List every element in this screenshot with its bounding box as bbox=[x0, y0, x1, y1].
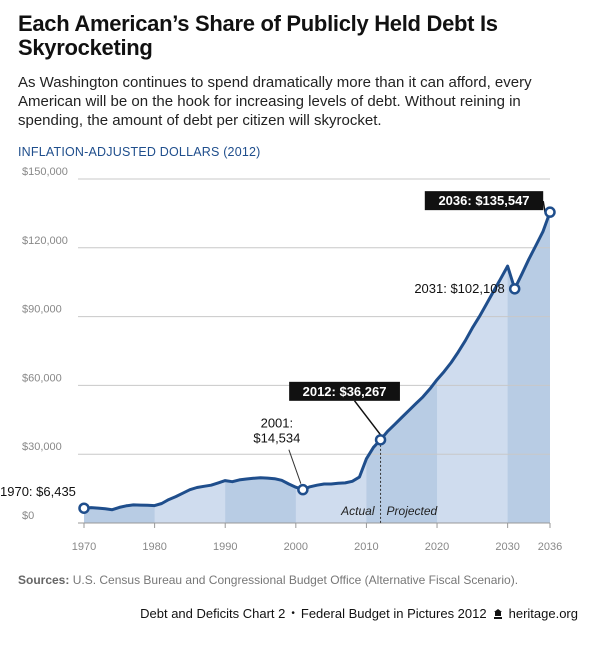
annotation-2031: 2031: $102,108 bbox=[414, 281, 521, 296]
annotation-leader bbox=[288, 449, 302, 484]
data-point-marker bbox=[297, 483, 309, 496]
annotation-label: 2012: $36,267 bbox=[303, 384, 387, 399]
y-axis-ticks: $0 $30,000 $60,000 $90,000 $120,000 $150,000 bbox=[22, 166, 68, 522]
y-tick-label: $120,000 bbox=[22, 235, 68, 247]
x-tick-label: 1990 bbox=[213, 541, 237, 553]
decade-band-1 bbox=[225, 212, 296, 523]
annotation-2012: 2012: $36,267 bbox=[289, 381, 400, 446]
debt-area-fill bbox=[84, 212, 550, 523]
decade-band-2 bbox=[366, 212, 438, 523]
annotation-label: 2036: $135,547 bbox=[438, 193, 529, 208]
x-tick-label: 2020 bbox=[425, 541, 449, 553]
x-tick-label: 2030 bbox=[495, 541, 519, 553]
footer: Debt and Deficits Chart 2 • Federal Budg… bbox=[140, 606, 578, 621]
x-tick-label: 1980 bbox=[142, 541, 166, 553]
x-tick-label: 2036 bbox=[538, 541, 562, 553]
y-tick-label: $90,000 bbox=[22, 304, 62, 316]
x-axis-ticks: 1970 1980 1990 2000 2010 2020 2030 2036 bbox=[72, 523, 562, 553]
y-tick-label: $0 bbox=[22, 510, 34, 522]
annotation-box bbox=[289, 381, 400, 401]
x-tick-label: 2010 bbox=[354, 541, 378, 553]
annotation-label: 2001: bbox=[261, 416, 294, 431]
annotation-1970: 1970: $6,435 bbox=[0, 484, 90, 514]
annotation-label-line2: $14,534 bbox=[253, 431, 300, 446]
chart-subtitle: As Washington continues to spend dramati… bbox=[18, 74, 532, 129]
data-point-marker bbox=[508, 283, 521, 295]
sources-label: Sources: bbox=[18, 573, 70, 587]
debt-series-line bbox=[83, 211, 552, 512]
decade-band-0 bbox=[84, 212, 155, 523]
chart-title: Each American’s Share of Publicly Held D… bbox=[18, 11, 498, 60]
data-point-marker bbox=[544, 206, 556, 218]
sources-text: U.S. Census Bureau and Congressional Bud… bbox=[72, 573, 519, 587]
annotation-2036: 2036: $135,547 bbox=[424, 191, 556, 218]
footer-publication: Federal Budget in Pictures 2012 bbox=[300, 606, 487, 621]
annotation-label: 2031: $102,108 bbox=[414, 281, 504, 296]
annotation-2001: 2001:$14,534 bbox=[253, 416, 309, 496]
data-point-marker bbox=[78, 502, 90, 514]
annotation-box bbox=[424, 191, 544, 211]
actual-label: Actual bbox=[340, 504, 375, 518]
data-point-marker bbox=[374, 434, 387, 446]
debt-per-citizen-chart: $0$30,000$60,000$90,000$120,000$150,000 … bbox=[0, 166, 562, 553]
x-tick-label: 1970 bbox=[72, 541, 96, 553]
x-tick-label: 2000 bbox=[284, 541, 308, 553]
annotation-label: 1970: $6,435 bbox=[0, 484, 76, 499]
y-tick-label: $30,000 bbox=[22, 441, 62, 453]
lamp-icon bbox=[493, 609, 502, 619]
footer-chart-label: Debt and Deficits Chart 2 bbox=[140, 606, 286, 621]
projected-label: Projected bbox=[387, 504, 438, 518]
y-tick-label: $60,000 bbox=[22, 372, 62, 384]
footer-bullet: • bbox=[291, 608, 295, 619]
footer-site[interactable]: heritage.org bbox=[508, 606, 578, 621]
y-tick-label: $150,000 bbox=[22, 166, 68, 178]
units-label: INFLATION-ADJUSTED DOLLARS (2012) bbox=[18, 145, 261, 159]
annotation-pointer bbox=[353, 400, 382, 436]
sources-note: Sources: U.S. Census Bureau and Congress… bbox=[18, 573, 518, 587]
